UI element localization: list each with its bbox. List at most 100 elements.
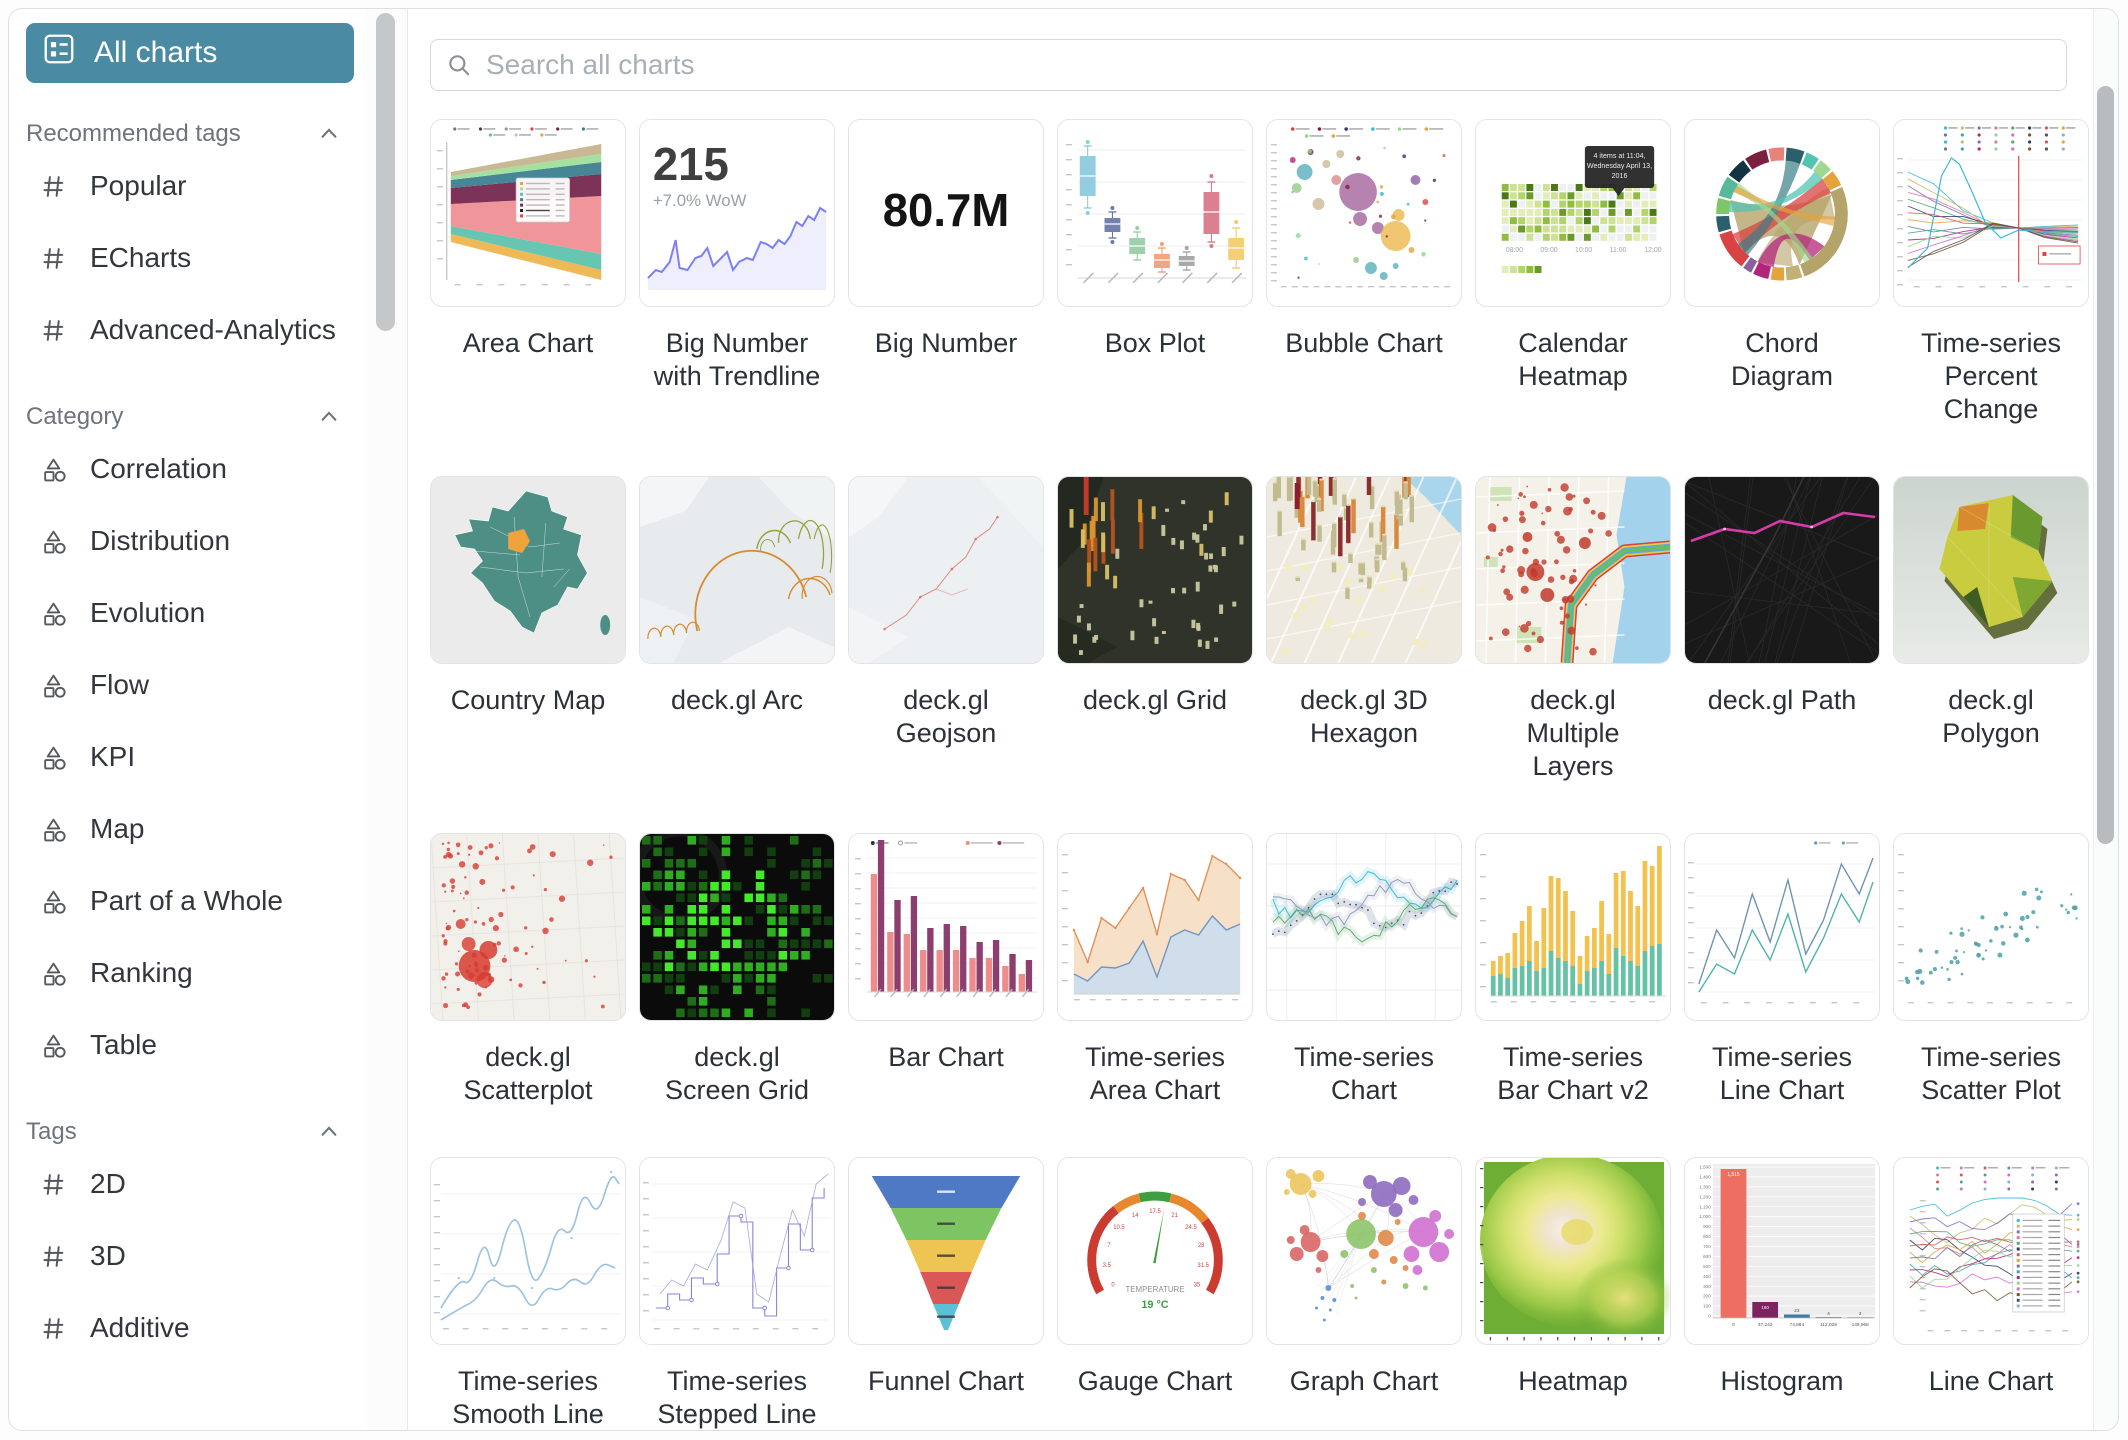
sidebar-item-flow[interactable]: Flow [26,649,366,721]
chart-card-deck-gl-arc[interactable]: deck.gl Arc [639,476,835,833]
sidebar-item-evolution[interactable]: Evolution [26,577,366,649]
deck-gl-screen-grid-thumbnail [639,833,835,1021]
chart-card-time-series-stepped-line[interactable]: Time-series Stepped Line [639,1157,835,1430]
sidebar-item-label: Advanced-Analytics [90,314,336,345]
funnel-chart-thumbnail-graphic [849,1158,1043,1344]
chart-card-label: Gauge Chart [1077,1366,1233,1396]
time-series-scatter-plot-thumbnail [1893,833,2089,1021]
chart-card-time-series-chart[interactable]: Time-series Chart [1266,833,1462,1157]
chart-card-label: Time-series Chart [1293,1042,1434,1105]
chart-gallery-window: All charts Recommended tags Popular EChart… [8,8,2119,1431]
chart-card-time-series-area-chart[interactable]: Time-series Area Chart [1057,833,1253,1157]
chart-card-deck-gl-3d-hexagon[interactable]: deck.gl 3D Hexagon [1266,476,1462,833]
svg-text:900: 900 [1703,1224,1711,1229]
svg-text:0: 0 [1732,1322,1735,1328]
category-icon [40,600,67,627]
svg-text:112,029: 112,029 [1820,1322,1837,1328]
big-number-trendline-thumbnail-graphic: 215+7.0% WoW [640,120,834,306]
chart-card-deck-gl-path[interactable]: deck.gl Path [1684,476,1880,833]
chart-card-label: deck.gl Arc [670,685,804,715]
chart-card-label: deck.gl Multiple Layers [1526,685,1620,781]
svg-text:0: 0 [1708,1314,1711,1319]
sidebar-item-popular[interactable]: Popular [26,150,366,222]
sidebar-item-echarts[interactable]: ECharts [26,222,366,294]
chart-card-label: Heatmap [1518,1366,1628,1396]
search-input[interactable] [484,48,2051,82]
chart-card-label: deck.gl Path [1707,685,1857,715]
chart-card-deck-gl-multiple-layers[interactable]: deck.gl Multiple Layers [1475,476,1671,833]
chord-diagram-thumbnail-graphic [1685,120,1879,306]
sidebar-item-advanced-analytics[interactable]: Advanced-Analytics [26,294,366,366]
chart-card-label: Time-series Line Chart [1711,1042,1852,1105]
chart-card-country-map[interactable]: Country Map [430,476,626,833]
chart-card-area-chart[interactable]: Area Chart [430,119,626,476]
chart-card-time-series-bar-chart-v2[interactable]: Time-series Bar Chart v2 [1475,833,1671,1157]
chart-card-deck-gl-screen-grid[interactable]: deck.gl Screen Grid [639,833,835,1157]
svg-text:12:00: 12:00 [1644,247,1661,254]
hash-icon [40,173,67,200]
chart-card-chord-diagram[interactable]: Chord Diagram [1684,119,1880,476]
line-chart-thumbnail-graphic [1894,1158,2088,1344]
country-map-thumbnail-graphic [431,477,625,663]
all-charts-button[interactable]: All charts [26,23,354,83]
chart-card-label: Area Chart [462,328,594,358]
chart-card-label: Time-series Stepped Line [657,1366,817,1429]
sidebar-item-ranking[interactable]: Ranking [26,937,366,1009]
chart-card-label: Time-series Percent Change [1920,328,2061,424]
sidebar-scrollbar-thumb[interactable] [376,13,395,331]
sidebar-item-kpi[interactable]: KPI [26,721,366,793]
chart-card-time-series-scatter-plot[interactable]: Time-series Scatter Plot [1893,833,2089,1157]
sidebar-scrollbar-track[interactable] [366,9,408,1430]
sidebar-item-3d[interactable]: 3D [26,1220,366,1292]
chart-card-deck-gl-scatterplot[interactable]: deck.gl Scatterplot [430,833,626,1157]
chart-card-time-series-line-chart[interactable]: Time-series Line Chart [1684,833,1880,1157]
chart-card-bar-chart[interactable]: Bar Chart [848,833,1044,1157]
sidebar-item-2d[interactable]: 2D [26,1148,366,1220]
chart-card-label: Calendar Heatmap [1518,328,1628,391]
section-header-category[interactable]: Category [26,403,340,431]
chart-card-time-series-smooth-line[interactable]: Time-series Smooth Line [430,1157,626,1430]
chart-card-deck-gl-polygon[interactable]: deck.gl Polygon [1893,476,2089,833]
chart-card-heatmap[interactable]: Heatmap [1475,1157,1671,1430]
chart-card-bubble-chart[interactable]: Bubble Chart [1266,119,1462,476]
sidebar-item-distribution[interactable]: Distribution [26,505,366,577]
section-header-tags[interactable]: Tags [26,1118,340,1146]
hash-icon [40,317,67,344]
chart-card-label: deck.gl 3D Hexagon [1300,685,1428,748]
chart-card-gauge-chart[interactable]: 0 3.5 7 10.5 14 17.5 21 24.5 28 31.5 35 TEMPERATURE… [1057,1157,1253,1430]
section-header-recommended-tags[interactable]: Recommended tags [26,120,340,148]
sidebar-item-additive[interactable]: Additive [26,1292,366,1364]
sidebar-item-label: Distribution [90,525,231,556]
chart-card-label: deck.gl Polygon [1942,685,2040,748]
chart-card-funnel-chart[interactable]: Funnel Chart [848,1157,1044,1430]
main-scrollbar-thumb[interactable] [2097,86,2114,844]
chart-card-calendar-heatmap[interactable]: 08:00 09:00 10:00 11:00 12:00 4 items at 11:0… [1475,119,1671,476]
chart-card-label: Graph Chart [1289,1366,1439,1396]
svg-text:2016: 2016 [1612,172,1628,180]
deck-gl-arc-thumbnail [639,476,835,664]
chart-card-box-plot[interactable]: Box Plot [1057,119,1253,476]
main-scrollbar-track[interactable] [2093,9,2118,1430]
deck-gl-path-thumbnail-graphic [1685,477,1879,663]
chart-card-big-number[interactable]: 80.7M Big Number [848,119,1044,476]
time-series-stepped-line-thumbnail [639,1157,835,1345]
sidebar-item-map[interactable]: Map [26,793,366,865]
time-series-bar-chart-v2-thumbnail-graphic [1476,834,1670,1020]
chart-card-label: deck.gl Scatterplot [463,1042,593,1105]
svg-text:1,300: 1,300 [1699,1184,1711,1189]
chart-card-line-chart[interactable]: Line Chart [1893,1157,2089,1430]
sidebar-item-table[interactable]: Table [26,1009,366,1081]
chart-card-graph-chart[interactable]: Graph Chart [1266,1157,1462,1430]
sidebar-item-correlation[interactable]: Correlation [26,433,366,505]
svg-text:37,242: 37,242 [1758,1322,1773,1328]
box-plot-thumbnail [1057,119,1253,307]
deck-gl-geojson-thumbnail-graphic [849,477,1043,663]
chart-card-deck-gl-geojson[interactable]: deck.gl Geojson [848,476,1044,833]
chevron-up-icon [321,128,337,138]
chart-card-time-series-percent-change[interactable]: Time-series Percent Change [1893,119,2089,476]
chart-card-histogram[interactable]: 1,500 1,400 1,300 1,200 1,100 1,000 900 800 700 6… [1684,1157,1880,1430]
chart-card-big-number-trendline[interactable]: 215 +7.0% WoW Big Number with Trendline [639,119,835,476]
sidebar-item-part-of-a-whole[interactable]: Part of a Whole [26,865,366,937]
area-chart-thumbnail [430,119,626,307]
chart-card-deck-gl-grid[interactable]: deck.gl Grid [1057,476,1253,833]
